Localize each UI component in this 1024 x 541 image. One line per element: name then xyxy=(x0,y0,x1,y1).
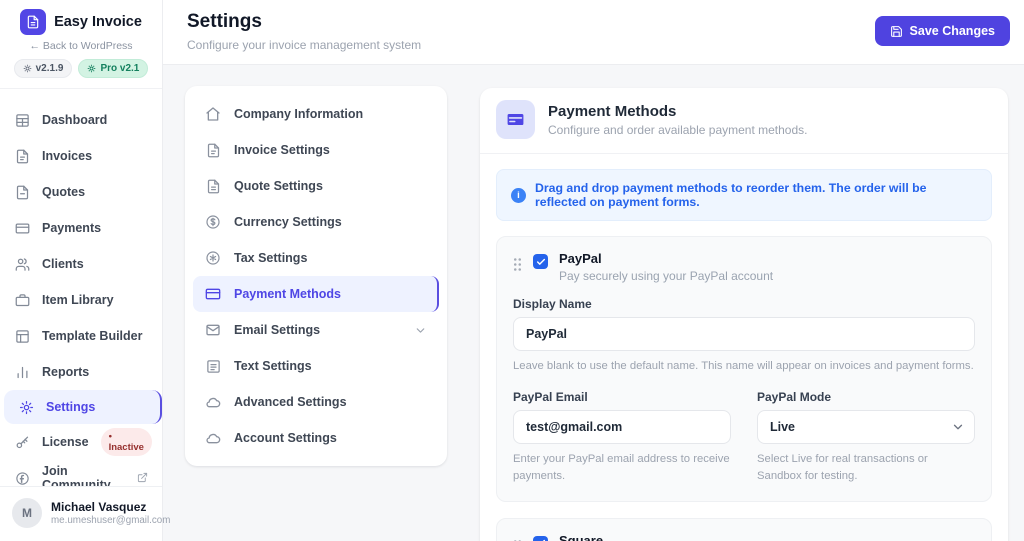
bar-chart-icon xyxy=(14,364,30,380)
home-icon xyxy=(205,106,221,122)
paypal-mode-label: PayPal Mode xyxy=(757,389,832,404)
paypal-email-input[interactable] xyxy=(513,409,731,444)
page-subtitle: Configure your invoice management system xyxy=(187,38,422,52)
display-name-help: Leave blank to use the default name. Thi… xyxy=(513,360,974,372)
drag-handle-icon[interactable] xyxy=(513,257,522,272)
sidebar-item-invoices[interactable]: Invoices xyxy=(0,138,162,174)
settings-nav-card: Company Information Invoice Settings Quo… xyxy=(185,86,447,466)
sidebar-item-template-builder[interactable]: Template Builder xyxy=(0,318,162,354)
save-icon xyxy=(890,25,902,37)
sidebar-item-license[interactable]: License • Inactive xyxy=(0,424,162,460)
method-name: Square xyxy=(559,532,604,541)
grid-icon xyxy=(14,112,30,128)
back-to-wordpress-link[interactable]: ← Back to WordPress xyxy=(29,40,133,52)
cloud-settings-icon xyxy=(205,394,221,410)
credit-card-icon xyxy=(14,220,30,236)
text-box-icon xyxy=(205,358,221,374)
panel-header: Payment Methods Configure and order avai… xyxy=(480,88,1008,154)
panel-title: Payment Methods xyxy=(548,102,677,120)
sidebar: Easy Invoice ← Back to WordPress v2.1.9 … xyxy=(0,0,170,541)
paypal-mode-help: Select Live for real transactions or San… xyxy=(757,452,928,482)
tax-asterisk-icon xyxy=(205,250,221,266)
reorder-info-banner: i Drag and drop payment methods to reord… xyxy=(496,169,992,221)
easy-invoice-logo-icon xyxy=(20,9,47,35)
nav-item-email-settings[interactable]: Email Settings xyxy=(193,312,439,348)
paypal-email-help: Enter your PayPal email address to recei… xyxy=(513,452,730,482)
info-icon: i xyxy=(511,187,526,203)
users-icon xyxy=(14,256,30,272)
quote-document-icon xyxy=(14,184,30,200)
cloud-account-icon xyxy=(205,430,221,446)
credit-card-icon xyxy=(496,100,535,139)
invoice-document-icon xyxy=(14,148,30,164)
avatar: M xyxy=(12,498,42,528)
sidebar-item-quotes[interactable]: Quotes xyxy=(0,174,162,210)
gear-icon xyxy=(23,64,31,73)
gear-icon xyxy=(88,64,96,73)
quote-document-icon xyxy=(205,178,221,194)
user-menu[interactable]: M Michael Vasquez me.umeshuser@gmail.com xyxy=(0,486,170,541)
paypal-mode-select[interactable]: Live xyxy=(757,409,975,444)
paypal-email-label: PayPal Email xyxy=(513,389,588,404)
nav-item-invoice-settings[interactable]: Invoice Settings xyxy=(193,132,439,168)
credit-card-icon xyxy=(205,286,221,302)
gear-icon xyxy=(18,399,34,415)
paypal-display-name-input[interactable] xyxy=(513,317,975,351)
invoice-document-icon xyxy=(205,142,221,158)
currency-dollar-icon xyxy=(205,214,221,230)
nav-item-text-settings[interactable]: Text Settings xyxy=(193,348,439,384)
nav-item-tax-settings[interactable]: Tax Settings xyxy=(193,240,439,276)
payment-method-card-paypal: PayPal Pay securely using your PayPal ac… xyxy=(496,236,992,502)
user-name: Michael Vasquez xyxy=(51,500,147,514)
nav-item-payment-methods[interactable]: Payment Methods xyxy=(193,276,439,312)
facebook-icon xyxy=(14,470,30,486)
sidebar-item-reports[interactable]: Reports xyxy=(0,354,162,390)
method-description: Pay securely using your PayPal account xyxy=(559,269,774,283)
payment-method-card-square: Square Pay securely using your credit ca… xyxy=(496,517,992,541)
external-link-icon xyxy=(137,472,148,485)
user-email: me.umeshuser@gmail.com xyxy=(51,515,171,526)
sidebar-item-dashboard[interactable]: Dashboard xyxy=(0,102,162,138)
app-title: Easy Invoice xyxy=(54,14,142,30)
sidebar-item-payments[interactable]: Payments xyxy=(0,210,162,246)
license-inactive-badge: • Inactive xyxy=(100,428,152,456)
briefcase-icon xyxy=(14,292,30,308)
display-name-label: Display Name xyxy=(513,297,592,311)
sidebar-item-item-library[interactable]: Item Library xyxy=(0,282,162,318)
nav-item-company-information[interactable]: Company Information xyxy=(193,96,439,132)
nav-item-quote-settings[interactable]: Quote Settings xyxy=(193,168,439,204)
square-enabled-checkbox[interactable] xyxy=(533,535,548,541)
page-title: Settings xyxy=(187,11,262,32)
back-arrow-icon: ← xyxy=(29,40,40,52)
method-name: PayPal xyxy=(559,251,602,266)
payment-methods-panel: Payment Methods Configure and order avai… xyxy=(480,88,1008,541)
paypal-enabled-checkbox[interactable] xyxy=(533,254,548,269)
version-badge: v2.1.9 xyxy=(13,59,73,78)
save-changes-button[interactable]: Save Changes xyxy=(874,16,1010,46)
layout-icon xyxy=(14,328,30,344)
nav-item-account-settings[interactable]: Account Settings xyxy=(193,420,439,456)
nav-item-advanced-settings[interactable]: Advanced Settings xyxy=(193,384,439,420)
nav-item-currency-settings[interactable]: Currency Settings xyxy=(193,204,439,240)
sidebar-item-settings[interactable]: Settings xyxy=(4,390,162,424)
chevron-down-icon xyxy=(414,324,427,337)
sidebar-nav: Dashboard Invoices Quotes Payments Clien… xyxy=(0,89,162,496)
mail-icon xyxy=(205,322,221,338)
page-header: Settings Configure your invoice manageme… xyxy=(163,0,1024,65)
content-area: Company Information Invoice Settings Quo… xyxy=(163,65,1024,541)
panel-subtitle: Configure and order available payment me… xyxy=(548,122,808,137)
key-icon xyxy=(14,434,30,450)
sidebar-item-clients[interactable]: Clients xyxy=(0,246,162,282)
brand-block: Easy Invoice ← Back to WordPress v2.1.9 … xyxy=(0,0,162,89)
pro-badge: Pro v2.1 xyxy=(78,59,149,78)
